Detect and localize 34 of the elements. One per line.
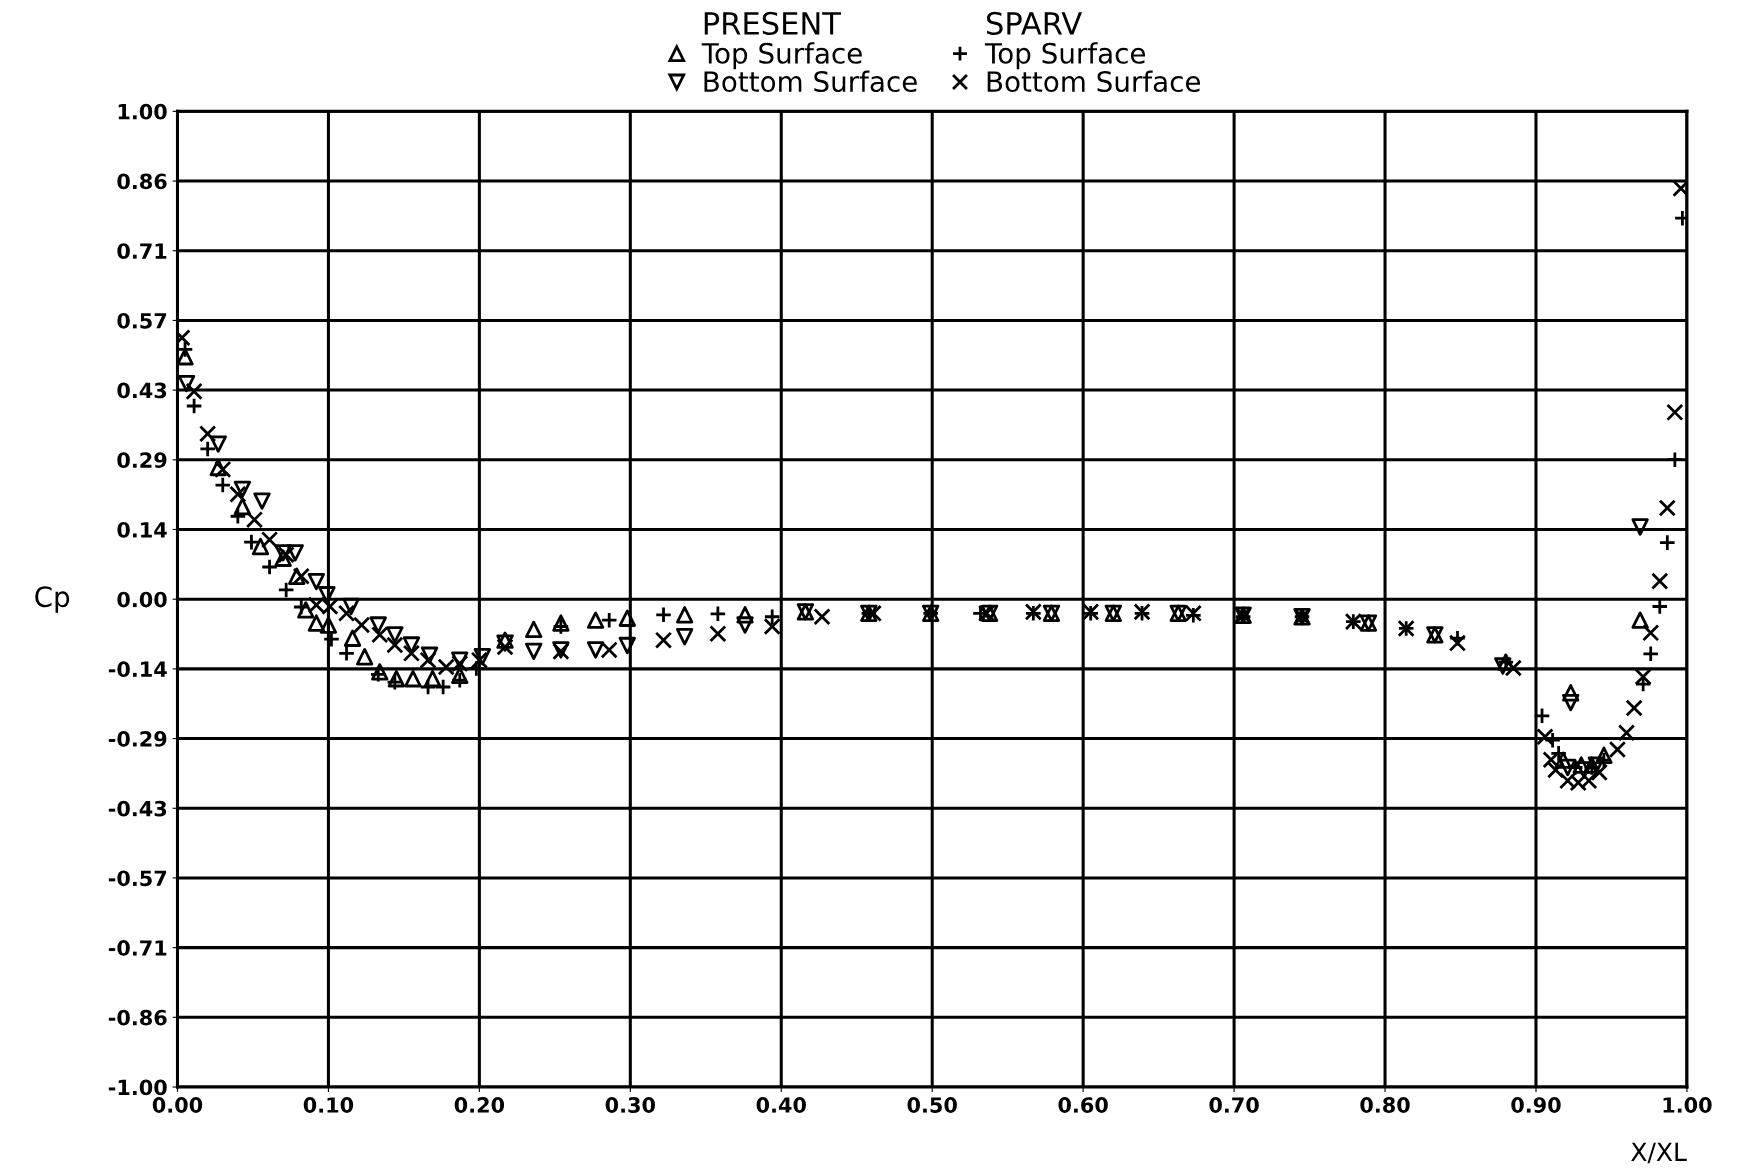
text: SPARV	[987, 11, 1082, 35]
x-tick-label: 1.00	[1663, 1097, 1712, 1113]
y-tick-label: 0.86	[117, 173, 167, 190]
y-tick-label: -1.00	[108, 1079, 167, 1096]
x-tick-label: 0.50	[907, 1097, 957, 1113]
legend-label: Top Surface	[701, 42, 862, 70]
y-tick-label: 1.00	[118, 103, 167, 120]
legend-label: Top Surface	[984, 42, 1146, 70]
x-tick-label: 0.70	[1209, 1097, 1259, 1113]
x-tick-label: 0.10	[303, 1097, 354, 1113]
y-tick-label: -0.86	[108, 1009, 167, 1026]
y-tick-label: 0.14	[117, 521, 167, 538]
x-axis-title: X/XL	[1631, 1142, 1687, 1164]
x-tick-label: 0.40	[756, 1097, 806, 1113]
text: PRESENT	[704, 11, 842, 35]
y-tick-label: 0.43	[117, 382, 167, 399]
x-tick-label: 0.00	[152, 1097, 203, 1113]
y-tick-label: -0.14	[108, 661, 167, 678]
x-tick-label: 0.90	[1511, 1097, 1561, 1113]
y-tick-label: 0.00	[117, 591, 167, 608]
y-tick-label: -0.29	[108, 731, 167, 747]
y-tick-label: 0.29	[117, 452, 167, 469]
x-tick-label: 0.80	[1360, 1097, 1410, 1113]
y-tick-label: 0.71	[117, 243, 167, 259]
y-axis-title: Cp	[35, 586, 70, 613]
y-tick-label: 0.57	[117, 312, 167, 329]
y-tick-label: -0.71	[108, 940, 167, 956]
x-tick-label: 0.20	[454, 1097, 505, 1113]
y-tick-label: -0.57	[108, 870, 167, 887]
y-tick-label: -0.43	[108, 800, 167, 817]
legend-label: Bottom Surface	[987, 70, 1201, 93]
x-tick-label: 0.30	[605, 1097, 656, 1113]
x-tick-label: 0.60	[1058, 1097, 1108, 1113]
legend-label: Bottom Surface	[704, 70, 917, 93]
